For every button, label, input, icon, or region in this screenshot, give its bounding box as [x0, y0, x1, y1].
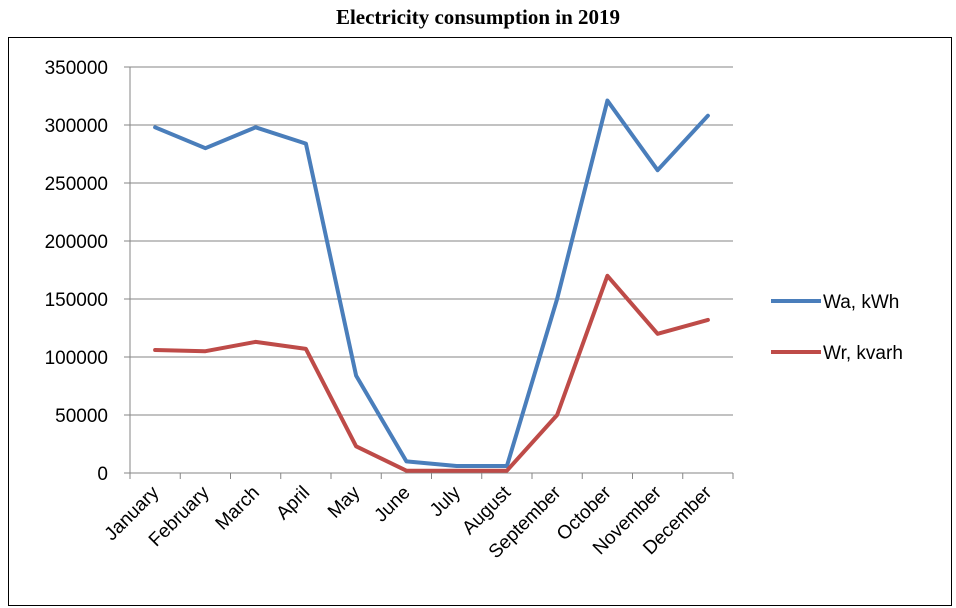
legend-label-2: Wr, kvarh [823, 343, 903, 364]
y-tick-label: 300000 [45, 116, 108, 137]
x-tick-label: May [324, 482, 365, 523]
y-tick-label: 150000 [45, 290, 108, 311]
x-tick-label: March [212, 482, 264, 534]
legend-label-1: Wa, kWh [823, 292, 899, 313]
y-tick-label: 0 [97, 464, 108, 485]
y-tick-label: 250000 [45, 174, 108, 195]
x-tick-label: July [426, 482, 465, 521]
x-tick-label: April [272, 482, 314, 524]
y-tick-label: 200000 [45, 232, 108, 253]
y-tick-label: 350000 [45, 58, 108, 79]
y-tick-label: 100000 [45, 348, 108, 369]
chart-frame [8, 37, 952, 606]
y-tick-label: 50000 [55, 406, 108, 427]
x-tick-label: June [371, 482, 415, 526]
series-line-1 [153, 98, 710, 468]
chart-title: Electricity consumption in 2019 [335, 5, 621, 29]
series-line-2 [153, 273, 710, 473]
